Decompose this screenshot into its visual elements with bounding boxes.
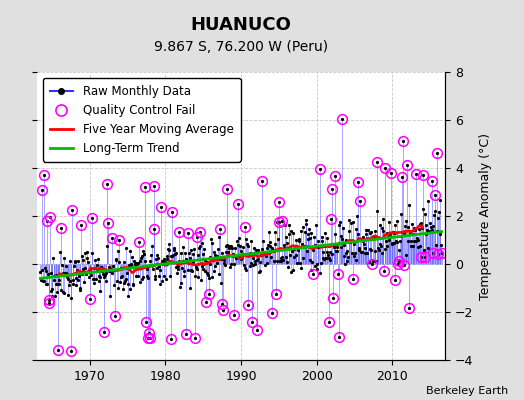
Text: HUANUCO: HUANUCO	[191, 16, 291, 34]
Text: Berkeley Earth: Berkeley Earth	[426, 386, 508, 396]
Legend: Raw Monthly Data, Quality Control Fail, Five Year Moving Average, Long-Term Tren: Raw Monthly Data, Quality Control Fail, …	[42, 78, 241, 162]
Y-axis label: Temperature Anomaly (°C): Temperature Anomaly (°C)	[479, 132, 492, 300]
Text: 9.867 S, 76.200 W (Peru): 9.867 S, 76.200 W (Peru)	[154, 40, 328, 54]
